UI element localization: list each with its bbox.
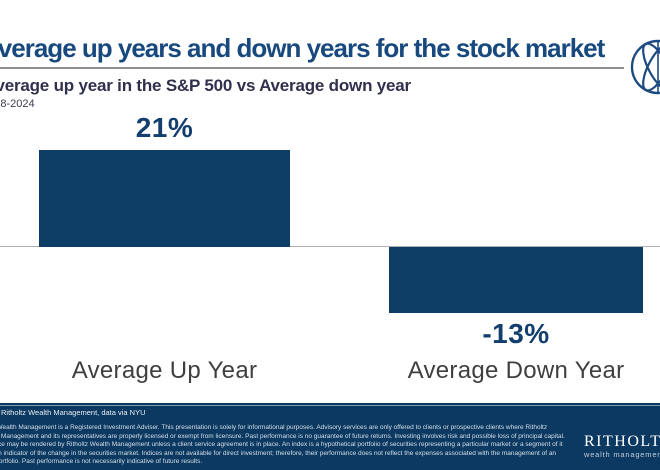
page-title: Average up years and down years for the … xyxy=(0,33,605,63)
brand-tagline: wealth management xyxy=(584,450,660,459)
bar-value-up: 21% xyxy=(135,112,194,143)
footer: Ritholtz Wealth Management, data via NYU… xyxy=(0,403,660,470)
disclaimer-line: actual portfolio. Past performance is no… xyxy=(0,458,203,466)
brand-name: RITHOLTZ xyxy=(584,433,660,450)
bar-down xyxy=(389,247,643,313)
title-divider xyxy=(0,67,624,69)
footer-top-divider xyxy=(0,405,660,406)
disclaimer: Ritholtz Wealth Management is a Register… xyxy=(0,424,660,467)
disclaimer-line: No advice may be rendered by Ritholtz We… xyxy=(0,441,563,449)
category-label-up: Average Up Year xyxy=(71,357,258,384)
disclaimer-line: used as an indicator of the change in th… xyxy=(0,449,557,457)
category-label-down: Average Down Year xyxy=(407,357,625,384)
ritholtz-globe-icon xyxy=(630,39,660,95)
disclaimer-line: Ritholtz Wealth Management is a Register… xyxy=(0,424,548,431)
date-range: 1928-2024 xyxy=(0,98,35,110)
zero-axis-line xyxy=(0,246,660,247)
source-note: Ritholtz Wealth Management, data via NYU xyxy=(1,408,146,417)
disclaimer-line: Wealth Management and its representative… xyxy=(0,432,565,440)
bar-value-down: -13% xyxy=(482,318,550,349)
bar-up xyxy=(39,150,290,247)
chart-subtitle: Average up year in the S&P 500 vs Averag… xyxy=(0,76,411,95)
ritholtz-wordmark: RITHOLTZ wealth management xyxy=(584,433,660,459)
